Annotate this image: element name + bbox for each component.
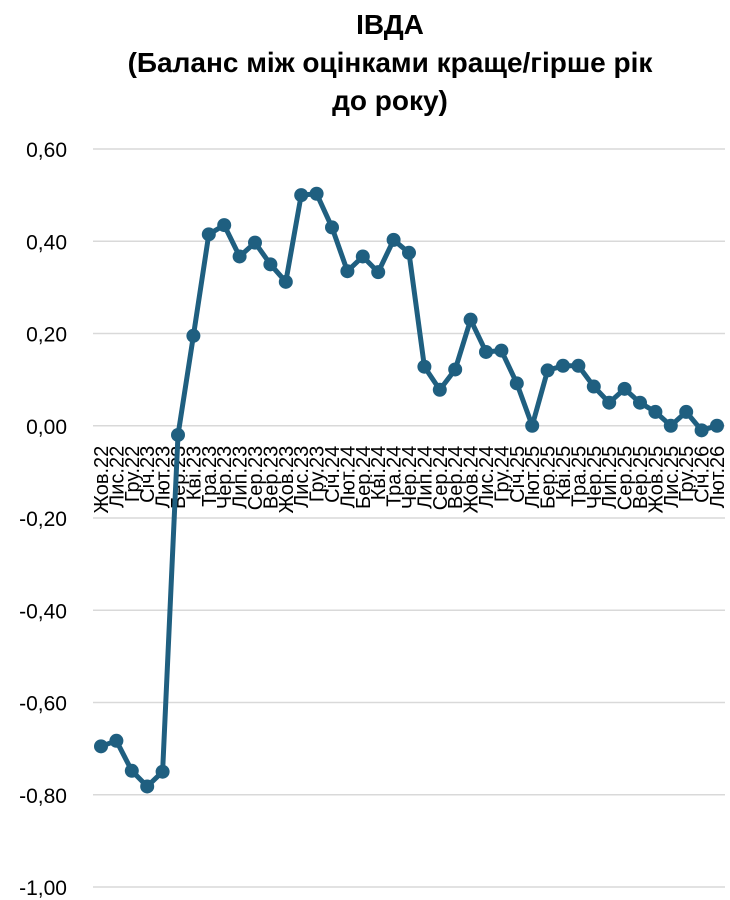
x-tick-label: Вер.23 (260, 446, 282, 509)
data-point (155, 764, 170, 779)
y-tick-label: -1,00 (19, 877, 67, 900)
data-point (140, 779, 155, 794)
x-tick-label: Лют.24 (337, 446, 359, 508)
data-point (509, 376, 524, 391)
y-tick-label: -0,60 (19, 693, 67, 716)
x-tick-label: Тра.23 (199, 446, 221, 507)
data-point (325, 220, 339, 235)
x-tick-label: Сер.24 (430, 446, 452, 511)
data-point (263, 257, 278, 272)
x-tick-label: Лис.25 (661, 446, 683, 508)
data-point (633, 395, 647, 410)
data-point (402, 245, 416, 260)
x-tick-label: Тра.25 (568, 446, 590, 507)
chart-title-line-2: (Баланс між оцінками краще/гірше рік (127, 47, 653, 78)
x-tick-label: Січ.26 (692, 446, 714, 503)
x-tick-label: Січ.24 (322, 446, 344, 503)
y-tick-label: 0,40 (26, 231, 67, 254)
x-tick-label: Бер.24 (353, 446, 375, 509)
data-point (371, 265, 386, 280)
data-point (248, 235, 262, 250)
data-point (217, 218, 232, 233)
data-point (417, 359, 432, 374)
data-point (309, 186, 324, 201)
data-point (617, 381, 632, 396)
x-tick-label: Січ.25 (507, 446, 529, 503)
x-tick-label: Лип.23 (230, 446, 252, 509)
data-point (694, 423, 709, 438)
chart-title-line-3: до року) (332, 85, 448, 116)
data-point (171, 427, 185, 442)
data-point (94, 739, 108, 754)
series-points-group (94, 186, 724, 794)
data-point (432, 382, 447, 397)
data-point (679, 404, 694, 419)
x-tick-label: Лют.23 (153, 446, 175, 508)
data-point (232, 249, 247, 264)
x-tick-label: Лип.25 (599, 446, 621, 509)
y-tick-label: -0,80 (19, 785, 67, 808)
x-tick-label: Лют.26 (707, 446, 729, 508)
x-tick-label: Гру.24 (491, 446, 513, 502)
x-tick-label: Чер.24 (399, 446, 421, 509)
data-point (710, 418, 724, 433)
y-tick-label: -0,20 (19, 508, 67, 531)
x-tick-label: Кві.23 (183, 446, 205, 501)
x-tick-label: Гру.25 (676, 446, 698, 502)
x-axis-tick-labels: Жов.22Лис.22Гру.22Січ.23Лют.23Бер.23Кві.… (91, 446, 729, 514)
x-tick-label: Лип.24 (414, 446, 436, 509)
chart-title: ІВДА (Баланс між оцінками краще/гірше рі… (0, 6, 730, 120)
y-tick-label: 0,20 (26, 324, 67, 347)
x-tick-label: Лис.22 (106, 446, 128, 508)
x-tick-label: Кві.25 (553, 446, 575, 501)
x-tick-label: Лис.23 (291, 446, 313, 508)
data-point (663, 418, 678, 433)
data-point (355, 249, 370, 264)
data-point (124, 763, 139, 778)
data-point (525, 418, 540, 433)
x-tick-label: Лют.25 (522, 446, 544, 508)
x-tick-label: Чер.23 (214, 446, 236, 509)
y-axis-tick-labels: 0,60 0,40 0,20 0,00 -0,20 -0,40 -0,60 -0,80 -1,0… (19, 139, 67, 900)
x-tick-label: Лис.24 (476, 446, 498, 508)
data-point (278, 274, 293, 289)
data-point (294, 188, 309, 203)
y-tick-label: 0,00 (26, 416, 67, 439)
data-point (494, 343, 509, 358)
data-point (463, 312, 478, 327)
x-tick-label: Січ.23 (137, 446, 159, 503)
data-point (479, 344, 493, 359)
y-tick-label: -0,40 (19, 600, 67, 623)
data-point (556, 358, 570, 373)
data-point (386, 232, 401, 247)
data-point (109, 733, 124, 748)
data-point (186, 328, 201, 343)
data-point (586, 379, 601, 394)
x-tick-label: Кві.24 (368, 446, 390, 501)
x-tick-label: Чер.25 (584, 446, 606, 509)
x-tick-label: Вер.25 (630, 446, 652, 509)
x-tick-label: Сер.23 (245, 446, 267, 511)
x-tick-label: Гру.22 (122, 446, 144, 502)
data-point (602, 395, 617, 410)
chart-title-line-1: ІВДА (356, 9, 424, 40)
x-tick-label: Вер.24 (445, 446, 467, 509)
x-tick-label: Жов.23 (276, 446, 298, 514)
x-tick-label: Сер.25 (615, 446, 637, 511)
x-tick-label: Жов.25 (645, 446, 667, 514)
y-tick-label: 0,60 (26, 139, 67, 162)
data-point (571, 358, 586, 373)
x-tick-label: Жов.22 (91, 446, 113, 514)
data-point (201, 227, 216, 242)
x-tick-label: Жов.24 (461, 446, 483, 514)
data-point (340, 264, 355, 279)
data-point (448, 362, 463, 377)
data-point (648, 404, 663, 419)
x-tick-label: Бер.25 (538, 446, 560, 509)
x-tick-label: Тра.24 (384, 446, 406, 507)
x-tick-label: Гру.23 (307, 446, 329, 502)
data-point (540, 363, 555, 378)
